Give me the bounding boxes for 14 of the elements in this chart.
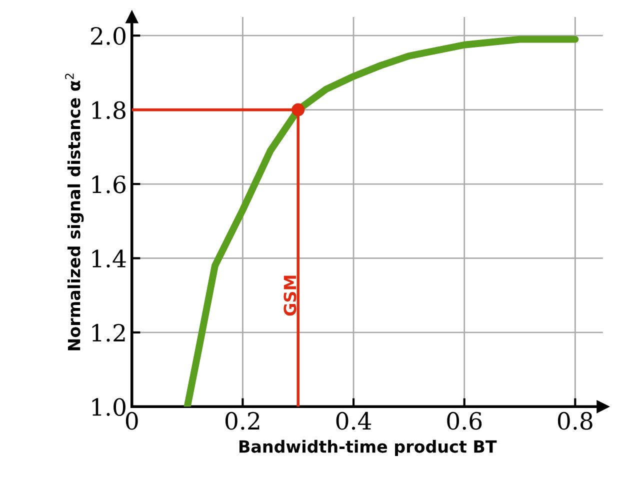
y-tick-label: 1.8: [92, 101, 126, 120]
x-tick-label: 0: [126, 412, 138, 430]
y-tick-label: 1.6: [92, 175, 126, 194]
x-tick-label: 0.6: [447, 412, 482, 430]
y-tick-label: 2.0: [91, 27, 126, 45]
x-tick-label: 0.2: [225, 412, 260, 430]
y-tick-label: 1.0: [92, 398, 126, 416]
x-axis-title: Bandwidth-time product BT: [240, 440, 497, 456]
y-axis-title: Normalized signal distance α$^{2}$: [65, 74, 84, 350]
x-tick-label: 0.4: [336, 412, 372, 430]
x-tick-label: 0.8: [558, 412, 592, 430]
annotation: GSM: [284, 276, 296, 316]
y-tick-label: 1.4: [92, 250, 126, 268]
y-tick-label: 1.2: [92, 324, 125, 342]
